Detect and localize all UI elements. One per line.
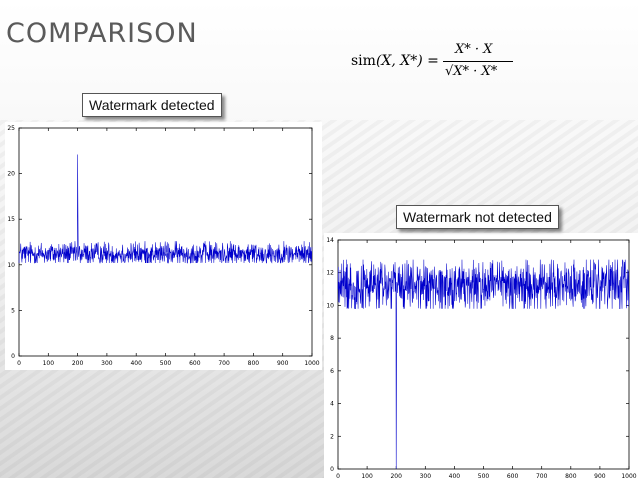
x-tick-label: 600 — [189, 360, 201, 367]
formula-fraction-bar — [443, 61, 513, 62]
x-tick-label: 800 — [248, 360, 260, 367]
callout-watermark-detected: Watermark detected — [82, 93, 222, 117]
chart-watermark-detected: 0 100 200 300 400 500 600 700 800 900 1000 0 5 10 15 20… — [5, 122, 322, 370]
x-tick-label: 400 — [130, 360, 142, 367]
x-tick-label: 100 — [43, 360, 55, 367]
chart-watermark-not-detected: 0 100 200 300 400 500 600 700 800 900 1000 0 2 4 6 8 10 1… — [324, 233, 638, 480]
x-tick-label: 200 — [72, 360, 84, 367]
plot-frame — [18, 127, 313, 357]
slide-title: COMPARISON — [6, 18, 198, 49]
x-tick-label: 500 — [160, 360, 172, 367]
series-line-left — [18, 154, 313, 265]
callout-watermark-not-detected: Watermark not detected — [396, 205, 559, 229]
x-tick-label: 900 — [277, 360, 289, 367]
x-tick-label: 400 — [449, 473, 461, 478]
x-tick-label: 800 — [565, 473, 577, 478]
formula-numerator: X* · X — [455, 42, 493, 57]
y-tick-label: 10 — [7, 262, 15, 269]
x-tick-label: 1000 — [304, 360, 319, 367]
y-tick-label: 8 — [330, 335, 334, 342]
x-tick-label: 700 — [218, 360, 230, 367]
x-tick-label: 0 — [17, 360, 21, 367]
y-tick-label: 15 — [7, 216, 15, 223]
y-tick-label: 10 — [326, 302, 334, 309]
x-tick-label: 300 — [420, 473, 432, 478]
y-tick-label: 6 — [330, 368, 334, 375]
y-tick-label: 2 — [330, 433, 334, 440]
x-tick-label: 700 — [536, 473, 548, 478]
x-tick-label: 100 — [361, 473, 373, 478]
x-tick-label: 0 — [336, 473, 340, 478]
y-tick-label: 0 — [11, 353, 15, 360]
x-tick-label: 900 — [594, 473, 606, 478]
chart-left-svg: 0 100 200 300 400 500 600 700 800 900 1000 0 5 10 15 20… — [7, 125, 319, 367]
x-tick-label: 200 — [390, 473, 402, 478]
x-tick-label: 600 — [507, 473, 519, 478]
series-line-right — [337, 259, 630, 470]
formula-lhs: sim(X, X*) = — [351, 53, 439, 69]
chart-right-svg: 0 100 200 300 400 500 600 700 800 900 1000 0 2 4 6 8 10 1… — [326, 237, 636, 480]
y-tick-label: 4 — [330, 401, 334, 408]
formula-denominator: √X* · X* — [445, 64, 498, 79]
y-tick-label: 25 — [7, 125, 15, 132]
x-tick-label: 300 — [101, 360, 113, 367]
y-tick-label: 5 — [11, 307, 15, 314]
similarity-formula: sim(X, X*) = X* · X √X* · X* — [343, 38, 515, 84]
y-tick-label: 12 — [326, 270, 334, 277]
x-tick-label: 1000 — [621, 473, 636, 478]
y-tick-label: 20 — [7, 171, 15, 178]
y-tick-label: 14 — [326, 237, 334, 244]
y-tick-label: 0 — [330, 466, 334, 473]
x-tick-label: 500 — [478, 473, 490, 478]
plot-frame — [337, 239, 630, 470]
